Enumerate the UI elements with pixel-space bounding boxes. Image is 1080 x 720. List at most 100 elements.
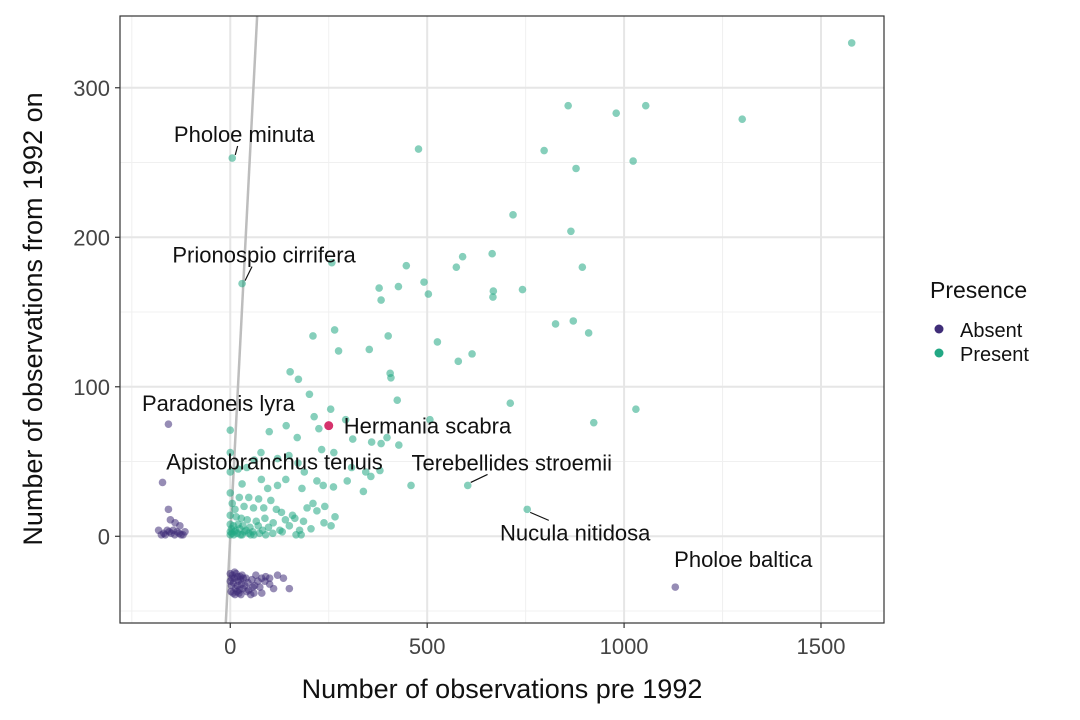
x-tick-label: 500 [409,634,446,659]
point-absent [261,577,269,585]
point-present [377,439,385,448]
point-present [326,405,335,414]
annotation-label: Pholoe baltica [674,547,813,572]
point-present [310,412,318,421]
point-present [361,468,370,476]
points-layer [154,39,856,599]
point-present [375,284,383,292]
point-present [238,530,246,539]
point-present [281,516,290,524]
point-present [847,39,856,47]
legend-swatch-present [934,348,944,358]
point-present [569,317,578,325]
point-absent [177,530,185,539]
point-present [243,463,251,472]
point-present [264,523,273,532]
point-present [341,415,350,424]
point-present [309,332,317,340]
point-present [250,456,259,464]
plot-border [119,15,885,624]
point-present [269,529,277,538]
point-present [463,481,472,490]
point-present [313,477,321,485]
point-present [328,258,336,267]
point-present [584,329,593,337]
point-absent [244,578,252,587]
plot-panel [154,16,856,623]
point-present [299,517,308,526]
point-present [285,451,293,460]
point-present [235,525,244,533]
point-present [273,481,282,490]
point-present [226,489,235,497]
point-absent [671,583,680,591]
legend-label-absent: Absent [960,320,1023,342]
point-absent [164,420,173,428]
point-absent [169,526,177,535]
point-present [238,279,246,288]
point-absent [228,574,236,582]
point-present [258,526,267,535]
point-present [551,320,560,328]
point-present [228,154,237,162]
point-present [278,528,287,536]
point-present [330,326,339,334]
point-present [567,227,575,236]
point-present [572,164,580,173]
point-present [407,481,415,490]
point-present [330,448,338,457]
grid [120,16,884,623]
leader-line [234,145,239,156]
point-present [452,263,461,271]
point-present [315,424,323,433]
x-axis-title: Number of observations pre 1992 [302,674,703,704]
point-present [424,290,433,298]
axis-ticks: 0 500 1000 1500 0 100 200 300 [73,76,845,659]
annotation-label: Apistobranchus tenuis [166,449,382,474]
point-present [277,508,286,517]
point-present [387,374,395,382]
y-tick-label: 100 [73,375,110,400]
point-present [230,530,238,539]
legend-title: Presence [930,277,1027,303]
point-present [300,468,309,476]
point-present [348,435,357,443]
point-present [293,433,302,442]
point-present [309,499,317,508]
point-present [367,438,376,446]
point-present [738,115,747,123]
point-absent [239,574,248,582]
point-absent [257,589,266,597]
point-present [414,145,423,153]
point-present [319,481,328,490]
point-present [393,396,402,405]
point-present [489,293,497,301]
point-present [365,345,374,354]
y-axis-title: Number of observations from 1992 on [18,92,48,545]
point-present [226,468,235,476]
point-present [257,475,266,484]
point-present [488,249,496,258]
annotation-label: Hermania scabra [344,414,512,439]
point-present [578,263,587,271]
y-tick-label: 200 [73,225,110,250]
point-present [294,459,302,467]
point-absent [256,583,264,591]
leader-line [244,266,253,281]
point-present [259,504,268,512]
point-present [243,516,252,524]
point-present [265,427,274,436]
point-present [367,472,375,481]
annotation-label: Prionospio cirrifera [172,243,356,268]
point-present [282,421,290,430]
point-absent [285,584,294,593]
annotation-label: Paradoneis lyra [142,391,296,416]
point-present [612,109,621,117]
point-present [244,493,253,502]
point-present [281,475,290,484]
point-present [426,415,434,424]
point-present [238,480,246,488]
point-present [261,514,269,523]
